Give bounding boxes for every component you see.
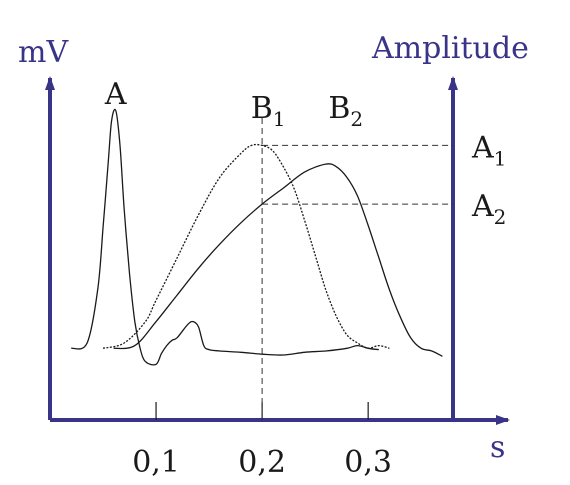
series-line (113, 163, 443, 357)
peak-label-group: A B1 B2 (104, 77, 363, 131)
reference-level-label: A1 (471, 130, 506, 170)
peak-label: B1 (251, 91, 286, 131)
x-tick-label: 0,2 (238, 445, 286, 480)
y-axis-right-label: Amplitude (371, 31, 529, 66)
series-line (70, 108, 379, 366)
curve-group (70, 108, 443, 366)
y-axis-left-label: mV (18, 35, 69, 70)
reference-level-label: A2 (471, 189, 506, 229)
x-tick-group: 0,1 0,2 0,3 (132, 402, 392, 480)
peak-label: A (104, 77, 127, 112)
x-axis-label: s (490, 430, 505, 465)
x-tick-label: 0,3 (344, 445, 392, 480)
x-tick-label: 0,1 (132, 445, 180, 480)
series-line (102, 143, 390, 349)
peak-label: B2 (328, 91, 363, 131)
